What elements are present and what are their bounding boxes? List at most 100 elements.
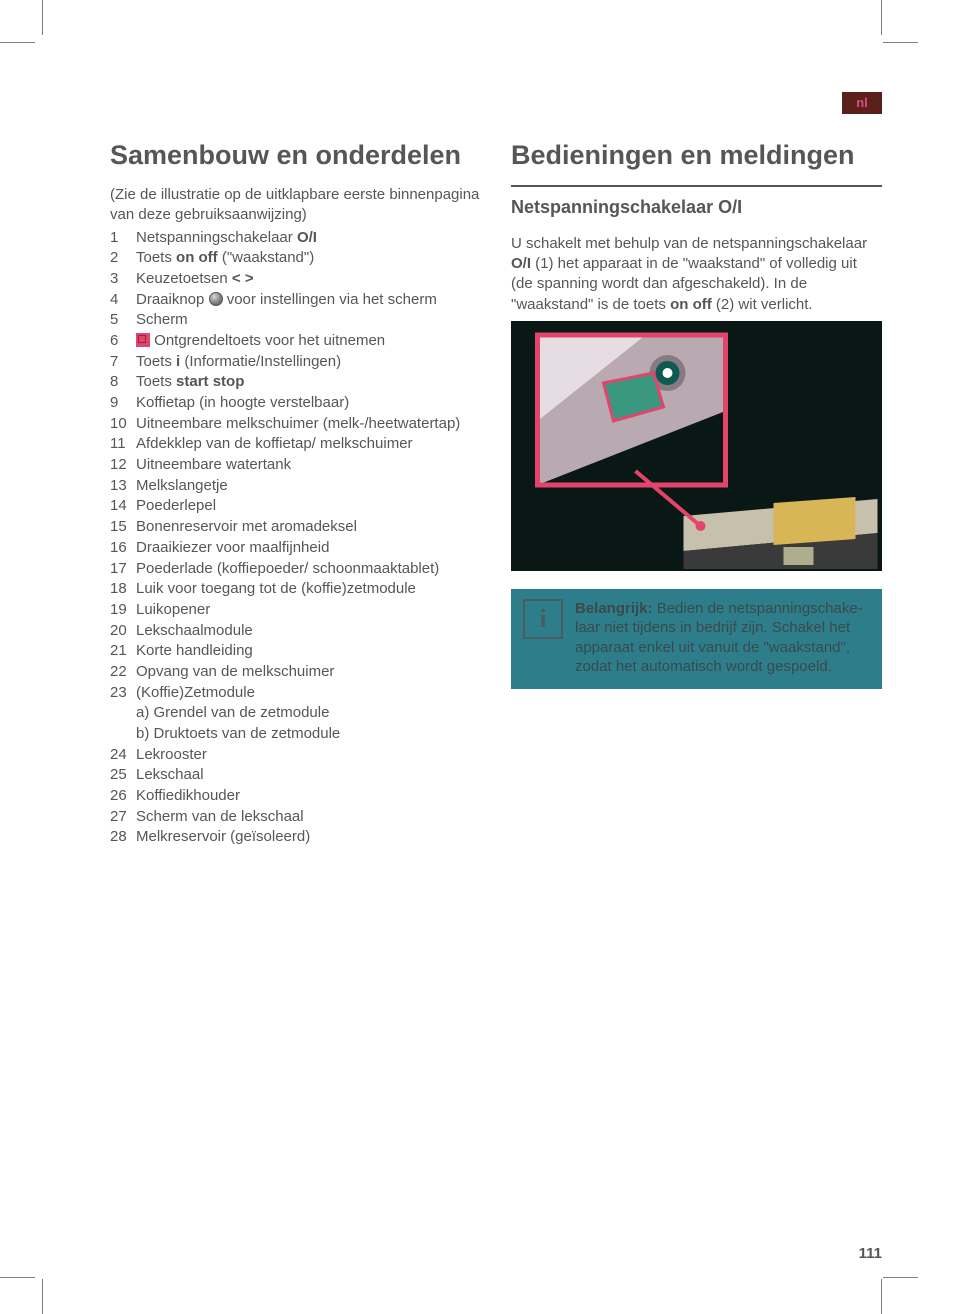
item-number: 1 — [110, 228, 136, 249]
item-text: Opvang van de melkschuimer — [136, 662, 481, 683]
list-item: 25Lekschaal — [110, 765, 481, 786]
language-tag: nl — [842, 92, 882, 114]
item-text: Korte handleiding — [136, 641, 481, 662]
list-item: 9Koffietap (in hoogte verstelbaar) — [110, 393, 481, 414]
item-text: Scherm — [136, 310, 481, 331]
item-number: 6 — [110, 331, 136, 352]
list-item: 10Uitneembare melkschuimer (melk-/heet­w… — [110, 414, 481, 435]
item-number: 2 — [110, 248, 136, 269]
heading-controls: Bedieningen en meldingen — [511, 140, 882, 171]
list-item: 8Toets start stop — [110, 372, 481, 393]
item-number: 7 — [110, 352, 136, 373]
item-number: 3 — [110, 269, 136, 290]
page-number: 111 — [859, 1245, 882, 1262]
item-text: Ontgrendeltoets voor het uitnemen — [136, 331, 481, 352]
list-item: 14Poederlepel — [110, 496, 481, 517]
heading-assembly: Samenbouw en onderdelen — [110, 140, 481, 171]
item-number: 24 — [110, 745, 136, 766]
list-item: 2Toets on off ("waakstand") — [110, 248, 481, 269]
item-number: 4 — [110, 290, 136, 311]
item-number: 19 — [110, 600, 136, 621]
divider — [511, 185, 882, 187]
item-text: Scherm van de lekschaal — [136, 807, 481, 828]
item-text: Netspanningschakelaar O/I — [136, 228, 481, 249]
item-text: Keuzetoetsen < > — [136, 269, 481, 290]
list-item: 1Netspanningschakelaar O/I — [110, 228, 481, 249]
list-item: 28Melkreservoir (geïsoleerd) — [110, 827, 481, 848]
item-number: 11 — [110, 434, 136, 455]
list-item: 4Draaiknop voor instellingen via het sch… — [110, 290, 481, 311]
item-number: 5 — [110, 310, 136, 331]
item-text: Uitneembare watertank — [136, 455, 481, 476]
list-item: 19Luikopener — [110, 600, 481, 621]
item-text: Melkreservoir (geïsoleerd) — [136, 827, 481, 848]
list-item: 24Lekrooster — [110, 745, 481, 766]
right-column: Bedieningen en meldingen Netspanningscha… — [511, 140, 882, 848]
info-text: Belangrijk: Bedien de netspanningschake­… — [575, 599, 870, 677]
item-number: 17 — [110, 559, 136, 580]
list-item: 7Toets i (Informatie/Instellingen) — [110, 352, 481, 373]
item-number: 25 — [110, 765, 136, 786]
item-number: 26 — [110, 786, 136, 807]
list-item: 23(Koffie)Zetmodule — [110, 683, 481, 704]
list-item: 17Poederlade (koffiepoeder/ schoonmaakta… — [110, 559, 481, 580]
item-text: Koffiedikhouder — [136, 786, 481, 807]
list-item: 15Bonenreservoir met aromadeksel — [110, 517, 481, 538]
item-number: 15 — [110, 517, 136, 538]
sub-item: b) Druktoets van de zetmodule — [110, 724, 481, 745]
list-item: 16Draaikiezer voor maalfijnheid — [110, 538, 481, 559]
item-number: 21 — [110, 641, 136, 662]
item-text: Toets on off ("waakstand") — [136, 248, 481, 269]
item-number: 20 — [110, 621, 136, 642]
list-item: 27Scherm van de lekschaal — [110, 807, 481, 828]
item-number: 12 — [110, 455, 136, 476]
item-text: Draaiknop voor instellingen via het sche… — [136, 290, 481, 311]
item-text: Afdekklep van de koffietap/ melkschuimer — [136, 434, 481, 455]
item-number: 28 — [110, 827, 136, 848]
item-text: Toets i (Informatie/Instellingen) — [136, 352, 481, 373]
item-text: Lekschaalmodule — [136, 621, 481, 642]
item-number: 27 — [110, 807, 136, 828]
item-number: 8 — [110, 372, 136, 393]
item-number: 23 — [110, 683, 136, 704]
list-item: 13Melkslangetje — [110, 476, 481, 497]
parts-list: 1Netspanningschakelaar O/I2Toets on off … — [110, 228, 481, 849]
list-item: 6 Ontgrendeltoets voor het uitnemen — [110, 331, 481, 352]
manual-page: nl Samenbouw en onderdelen (Zie de illus… — [0, 0, 954, 1314]
item-text: Bonenreservoir met aromadeksel — [136, 517, 481, 538]
info-label: Belangrijk: — [575, 600, 653, 617]
item-number: 13 — [110, 476, 136, 497]
item-text: (Koffie)Zetmodule — [136, 683, 481, 704]
item-number: 9 — [110, 393, 136, 414]
item-text: Luikopener — [136, 600, 481, 621]
item-number: 22 — [110, 662, 136, 683]
item-text: Uitneembare melkschuimer (melk-/heet­wat… — [136, 414, 481, 435]
list-item: 11Afdekklep van de koffietap/ melkschuim… — [110, 434, 481, 455]
list-item: 12Uitneembare watertank — [110, 455, 481, 476]
list-item: 21Korte handleiding — [110, 641, 481, 662]
item-number: 10 — [110, 414, 136, 435]
item-text: Poederlade (koffiepoeder/ schoonmaaktabl… — [136, 559, 481, 580]
list-item: 20Lekschaalmodule — [110, 621, 481, 642]
item-text: Lekrooster — [136, 745, 481, 766]
item-number: 18 — [110, 579, 136, 600]
item-text: Toets start stop — [136, 372, 481, 393]
item-number: 16 — [110, 538, 136, 559]
subheading-switch: Netspanningschakelaar O/I — [511, 195, 882, 220]
list-item: 22Opvang van de melkschuimer — [110, 662, 481, 683]
list-item: 3Keuzetoetsen < > — [110, 269, 481, 290]
sub-item: a) Grendel van de zetmodule — [110, 703, 481, 724]
info-box: i Belangrijk: Bedien de netspanningschak… — [511, 589, 882, 689]
item-text: Melkslangetje — [136, 476, 481, 497]
item-text: Luik voor toegang tot de (koffie)zetmodu… — [136, 579, 481, 600]
intro-text: (Zie de illustratie op de uitklapbare ee… — [110, 185, 481, 226]
item-number: 14 — [110, 496, 136, 517]
item-text: Poederlepel — [136, 496, 481, 517]
list-item: 26Koffiedikhouder — [110, 786, 481, 807]
switch-paragraph: U schakelt met behulp van de netspanning… — [511, 234, 882, 315]
unlock-icon — [136, 333, 150, 347]
left-column: Samenbouw en onderdelen (Zie de illustra… — [110, 140, 481, 848]
info-icon: i — [523, 599, 563, 639]
item-text: Lekschaal — [136, 765, 481, 786]
list-item: 5Scherm — [110, 310, 481, 331]
